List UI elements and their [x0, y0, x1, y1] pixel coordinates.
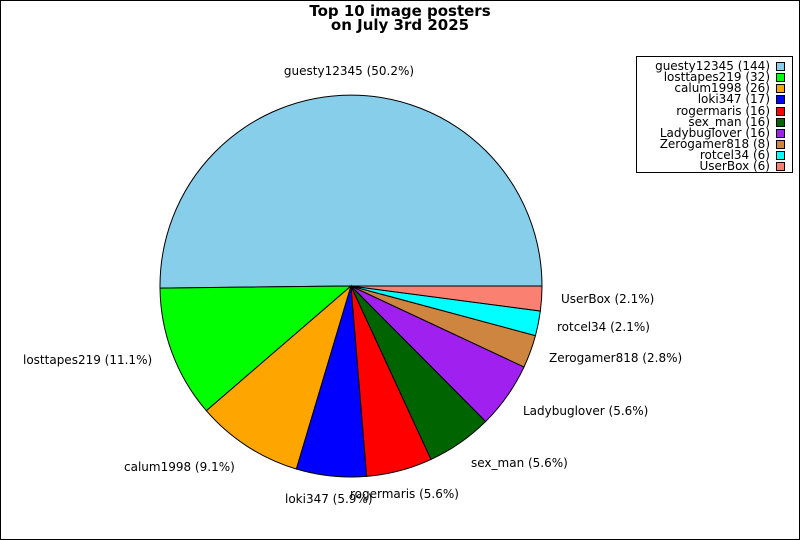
legend-item-zerogamer818: Zerogamer818 (8)	[659, 137, 785, 152]
legend-label: loki347 (17)	[697, 92, 770, 107]
chart-title-line-1: Top 10 image posters	[309, 2, 491, 20]
pie-slice-guesty12345	[159, 94, 543, 289]
slice-label-sex_man: sex_man (5.6%)	[471, 456, 568, 470]
slice-label-loki347: loki347 (5.9%)	[285, 492, 373, 506]
legend-label: rogermaris (16)	[676, 103, 770, 118]
legend-label: Ladybuglover (16)	[659, 125, 770, 140]
legend-label: calum1998 (26)	[674, 81, 770, 96]
pie-slice-calum1998	[205, 284, 352, 470]
legend-swatch	[776, 140, 785, 150]
legend-swatch	[776, 106, 785, 116]
slice-label-losttapes219: losttapes219 (11.1%)	[23, 353, 152, 367]
legend-swatch	[776, 95, 785, 105]
slice-label-guesty12345: guesty12345 (50.2%)	[284, 64, 414, 78]
legend-label: guesty12345 (144)	[655, 59, 770, 73]
legend-label: UserBox (6)	[699, 159, 770, 174]
legend-label: sex_man (16)	[688, 114, 770, 129]
legend-swatch	[776, 151, 785, 161]
pie-labels: guesty12345 (50.2%) losttapes219 (11.1%) c…	[23, 64, 682, 506]
legend-item-losttapes219: losttapes219 (32)	[663, 70, 785, 85]
legend-item-rotcel34: rotcel34 (6)	[699, 148, 785, 163]
slice-label-rogermaris: rogermaris (5.6%)	[350, 487, 459, 501]
legend-swatch	[776, 62, 785, 71]
legend-item-sex_man: sex_man (16)	[688, 114, 785, 129]
legend-item-ladybuglover: Ladybuglover (16)	[659, 125, 785, 140]
slice-label-userbox: UserBox (2.1%)	[561, 292, 654, 306]
legend-item-loki347: loki347 (17)	[697, 92, 785, 107]
legend-swatch	[776, 128, 785, 138]
legend-label: rotcel34 (6)	[699, 148, 770, 163]
slice-label-ladybuglover: Ladybuglover (5.6%)	[523, 404, 648, 418]
slice-label-rotcel34: rotcel34 (2.1%)	[557, 320, 650, 334]
pie-slice-losttapes219	[159, 285, 353, 412]
legend-swatch	[776, 117, 785, 127]
legend-label: losttapes219 (32)	[663, 70, 770, 85]
legend-item-guesty12345: guesty12345 (144)	[655, 59, 785, 73]
legend-item-rogermaris: rogermaris (16)	[676, 103, 785, 118]
legend-item-userbox: UserBox (6)	[699, 159, 785, 174]
pie-slice-userbox	[350, 285, 543, 312]
slice-label-zerogamer818: Zerogamer818 (2.8%)	[549, 351, 682, 365]
legend-swatch	[776, 162, 785, 172]
legend-swatch	[776, 84, 785, 94]
slice-label-calum1998: calum1998 (9.1%)	[124, 460, 235, 474]
legend-swatch	[776, 73, 785, 83]
legend-label: Zerogamer818 (8)	[659, 137, 770, 152]
legend: guesty12345 (144) losttapes219 (32) calum1…	[636, 56, 793, 173]
chart-title-line-2: on July 3rd 2025	[330, 16, 470, 34]
pie-slices	[159, 94, 543, 478]
legend-item-calum1998: calum1998 (26)	[674, 81, 785, 96]
